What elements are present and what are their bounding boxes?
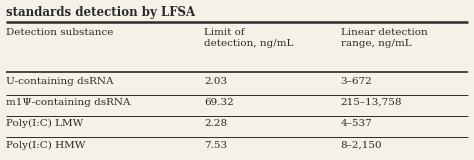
Text: 2.28: 2.28	[204, 119, 227, 128]
Text: Poly(I:C) LMW: Poly(I:C) LMW	[6, 119, 83, 128]
Text: 8–2,150: 8–2,150	[341, 140, 383, 150]
Text: m1Ψ-containing dsRNA: m1Ψ-containing dsRNA	[6, 98, 131, 107]
Text: Detection substance: Detection substance	[6, 28, 113, 37]
Text: 7.53: 7.53	[204, 140, 227, 150]
Text: 2.03: 2.03	[204, 77, 227, 86]
Text: 3–672: 3–672	[341, 77, 373, 86]
Text: 215–13,758: 215–13,758	[341, 98, 402, 107]
Text: 69.32: 69.32	[204, 98, 234, 107]
Text: 4–537: 4–537	[341, 119, 373, 128]
Text: Limit of
detection, ng/mL: Limit of detection, ng/mL	[204, 28, 293, 48]
Text: U-containing dsRNA: U-containing dsRNA	[6, 77, 114, 86]
Text: Linear detection
range, ng/mL: Linear detection range, ng/mL	[341, 28, 428, 48]
Text: standards detection by LFSA: standards detection by LFSA	[6, 6, 195, 19]
Text: Poly(I:C) HMW: Poly(I:C) HMW	[6, 140, 85, 150]
